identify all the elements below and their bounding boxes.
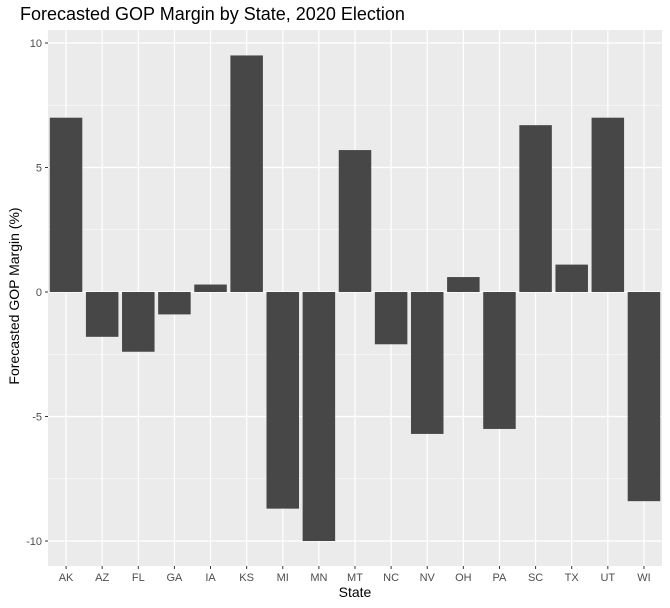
y-tick-label: 0 bbox=[36, 287, 42, 299]
bar-nv bbox=[410, 292, 444, 434]
axes: -10 -5 0 5 10 AK AZ FL GA IA KS MI MN MT NC NV OH PA SC TX U… bbox=[26, 38, 651, 584]
bar-ks bbox=[230, 55, 263, 293]
y-tick-label: -5 bbox=[32, 412, 42, 424]
bar-ga bbox=[158, 292, 191, 315]
bar-mn bbox=[302, 292, 336, 541]
bar-wi bbox=[627, 292, 661, 502]
y-tick-label: 5 bbox=[36, 163, 42, 175]
x-tick-label: FL bbox=[132, 572, 145, 584]
bar-oh bbox=[447, 277, 480, 292]
x-tick-label: OH bbox=[455, 572, 472, 584]
x-tick-label: WI bbox=[637, 572, 650, 584]
bar-mt bbox=[338, 150, 372, 292]
y-tick-label: 10 bbox=[30, 38, 42, 50]
chart-title: Forecasted GOP Margin by State, 2020 Ele… bbox=[20, 4, 405, 24]
bar-ia bbox=[194, 284, 227, 292]
bar-nc bbox=[374, 292, 408, 345]
x-tick-label: MI bbox=[277, 572, 289, 584]
bar-tx bbox=[555, 264, 588, 292]
x-tick-label: IA bbox=[205, 572, 216, 584]
x-tick-label: GA bbox=[166, 572, 183, 584]
x-tick-label: UT bbox=[600, 572, 615, 584]
bar-sc bbox=[519, 125, 552, 292]
x-tick-label: TX bbox=[565, 572, 580, 584]
y-tick-label: -10 bbox=[26, 536, 42, 548]
x-tick-label: AZ bbox=[95, 572, 109, 584]
x-tick-label: SC bbox=[528, 572, 543, 584]
x-tick-label: KS bbox=[239, 572, 254, 584]
bar-mi bbox=[266, 292, 300, 509]
bars bbox=[49, 55, 661, 541]
bar-az bbox=[85, 292, 119, 337]
x-tick-label: NV bbox=[420, 572, 436, 584]
bar-pa bbox=[483, 292, 516, 429]
x-tick-label: MN bbox=[310, 572, 327, 584]
bar-ak bbox=[49, 117, 83, 292]
x-tick-label: PA bbox=[493, 572, 508, 584]
bar-ut bbox=[591, 117, 625, 292]
x-axis-title: State bbox=[338, 584, 372, 600]
x-tick-label: AK bbox=[59, 572, 74, 584]
x-tick-label: MT bbox=[347, 572, 363, 584]
bar-fl bbox=[122, 292, 155, 352]
x-tick-label: NC bbox=[383, 572, 399, 584]
